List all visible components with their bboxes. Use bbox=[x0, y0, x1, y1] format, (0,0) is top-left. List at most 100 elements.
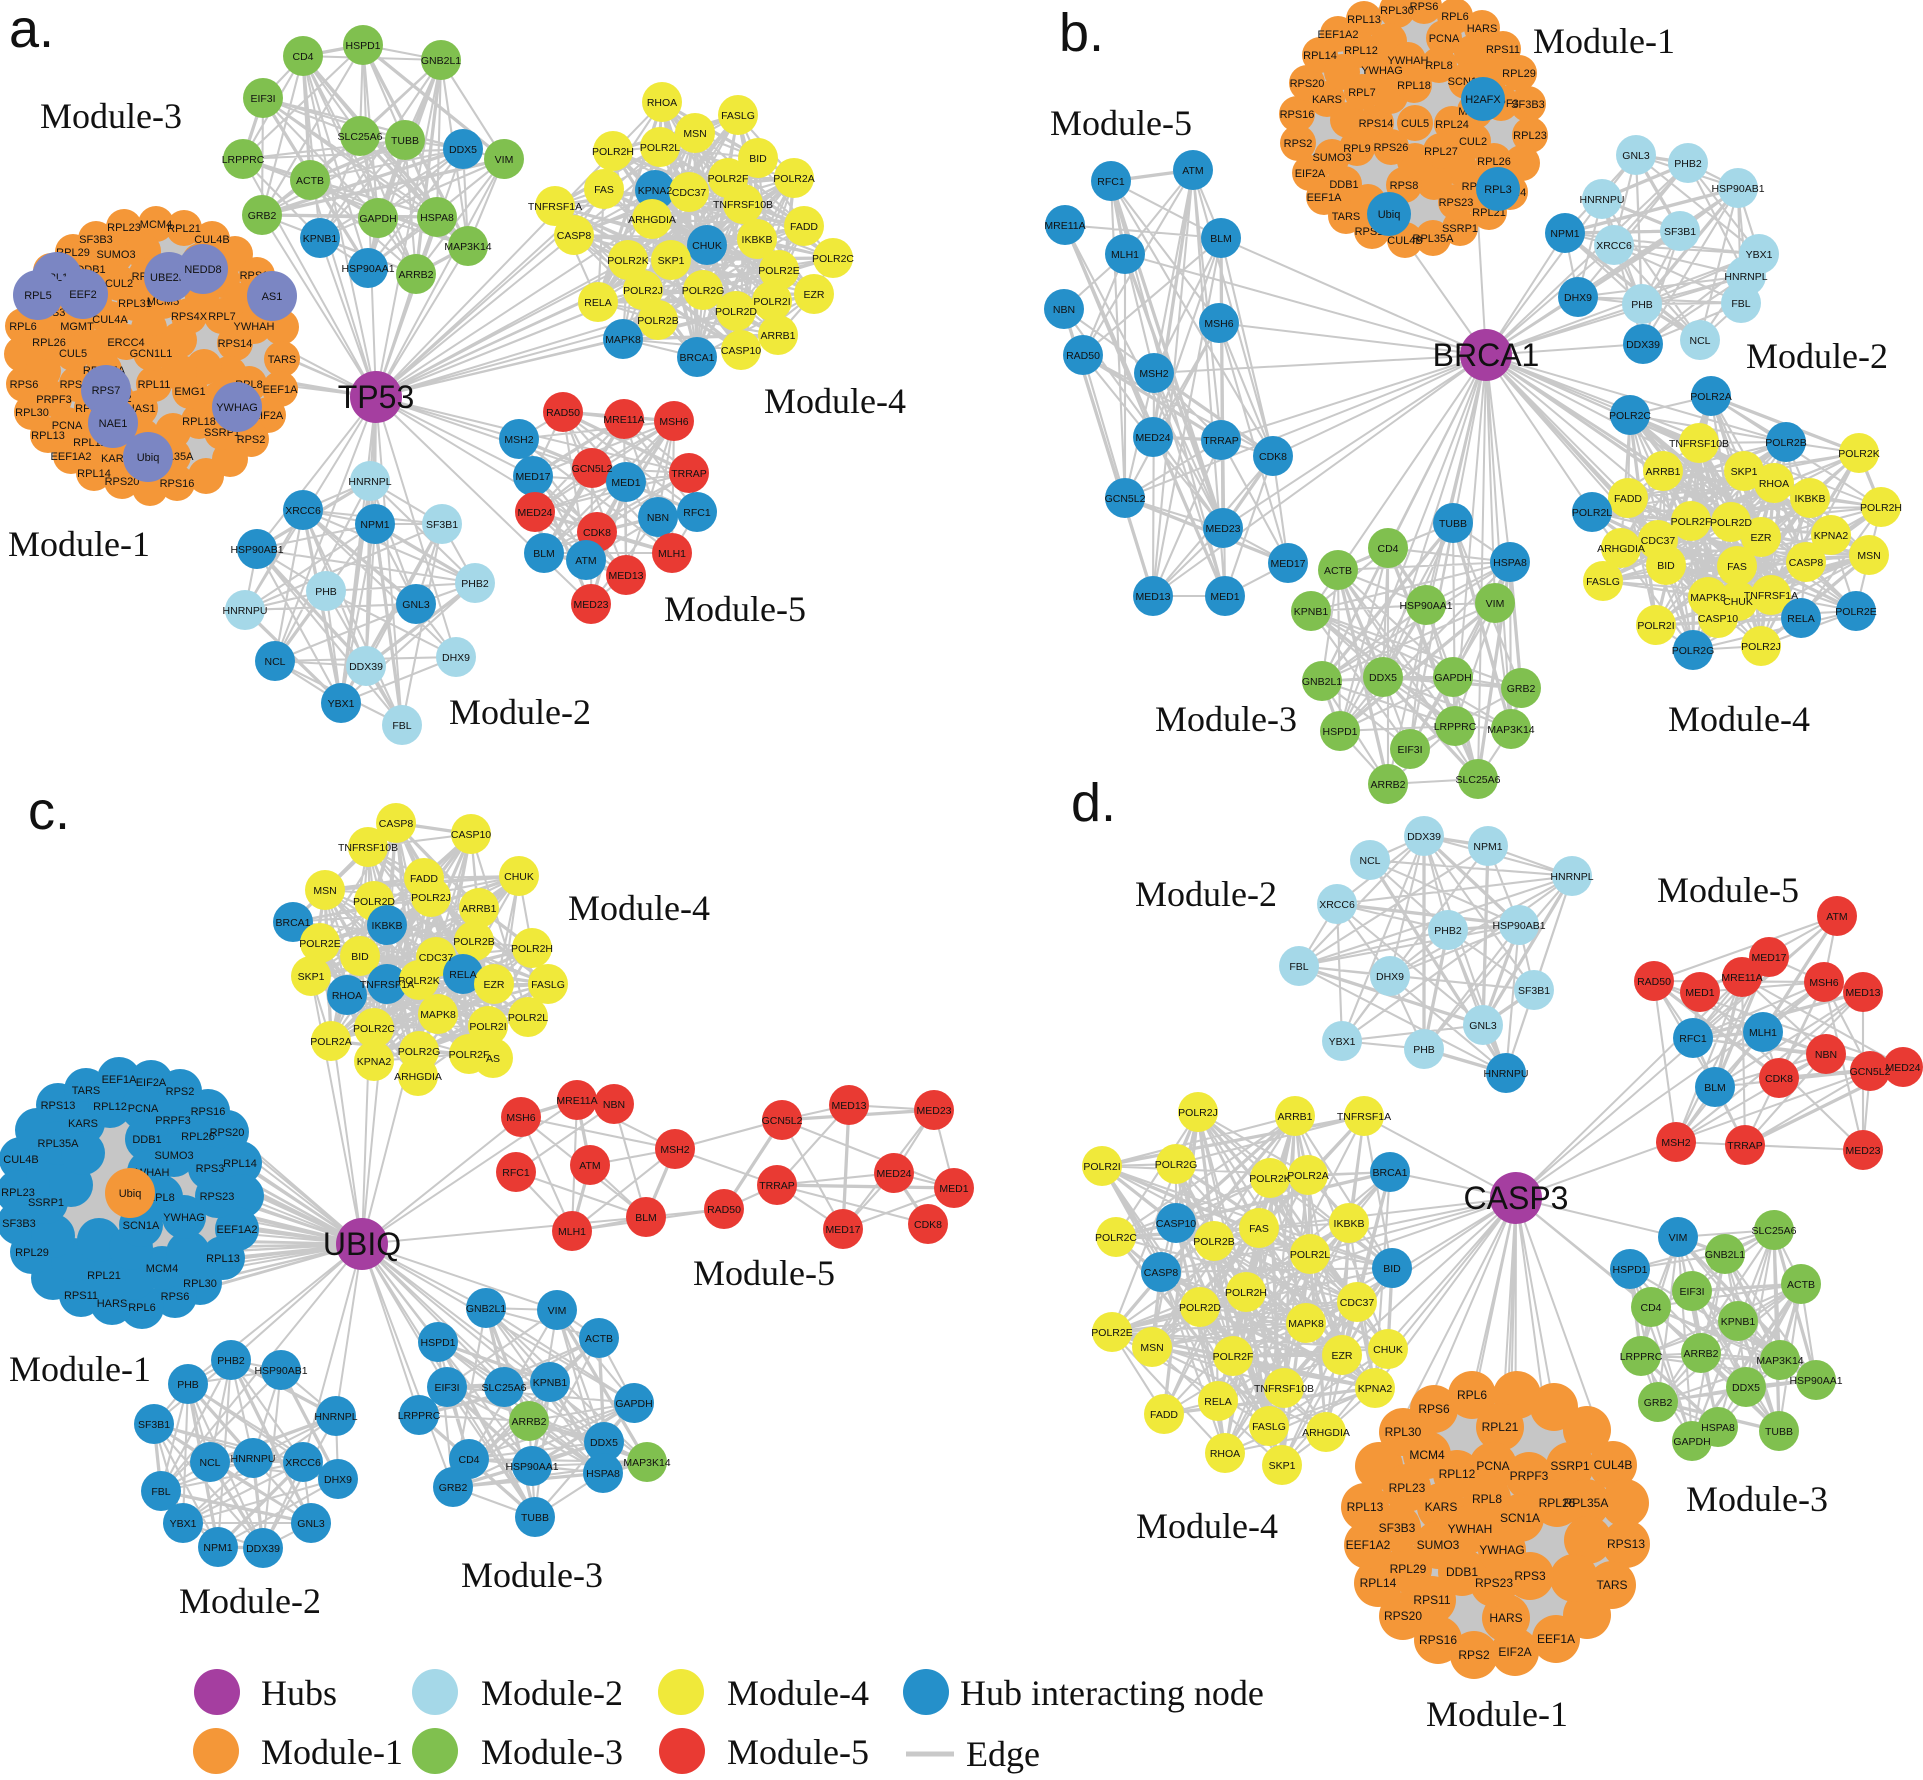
svg-text:UBIQ: UBIQ bbox=[323, 1226, 401, 1262]
svg-text:NAE1: NAE1 bbox=[99, 418, 128, 430]
svg-text:TARS: TARS bbox=[268, 354, 297, 366]
svg-text:RPS3: RPS3 bbox=[1514, 1569, 1546, 1583]
svg-text:Module-2: Module-2 bbox=[481, 1673, 623, 1713]
svg-text:GNB2L1: GNB2L1 bbox=[1705, 1249, 1745, 1261]
svg-text:GAPDH: GAPDH bbox=[1673, 1436, 1710, 1448]
svg-text:HSP90AA1: HSP90AA1 bbox=[505, 1461, 558, 1473]
svg-text:FAS: FAS bbox=[1727, 561, 1747, 573]
svg-text:ARHGDIA: ARHGDIA bbox=[628, 214, 676, 226]
svg-text:MSH6: MSH6 bbox=[506, 1112, 535, 1124]
svg-text:TUBB: TUBB bbox=[521, 1512, 549, 1524]
svg-text:NCL: NCL bbox=[264, 656, 285, 668]
svg-text:DDX39: DDX39 bbox=[1626, 339, 1660, 351]
svg-text:POLR2F: POLR2F bbox=[708, 173, 749, 185]
svg-text:HSPA8: HSPA8 bbox=[586, 1468, 620, 1480]
svg-text:FBL: FBL bbox=[1289, 961, 1308, 973]
svg-text:YBX1: YBX1 bbox=[170, 1518, 197, 1530]
svg-text:ARRB1: ARRB1 bbox=[1645, 466, 1680, 478]
svg-text:HNRNPU: HNRNPU bbox=[231, 1453, 276, 1465]
svg-text:PHB2: PHB2 bbox=[1434, 925, 1462, 937]
svg-text:TRRAP: TRRAP bbox=[759, 1180, 795, 1192]
svg-text:FAS: FAS bbox=[594, 184, 614, 196]
svg-text:SUMO3: SUMO3 bbox=[1312, 152, 1351, 164]
svg-text:LRPPRC: LRPPRC bbox=[222, 154, 265, 166]
svg-text:Module-2: Module-2 bbox=[1746, 336, 1888, 376]
svg-text:EIF3I: EIF3I bbox=[250, 93, 275, 105]
svg-text:GCN5L2: GCN5L2 bbox=[1850, 1066, 1891, 1078]
svg-text:RELA: RELA bbox=[449, 969, 476, 981]
svg-text:LRPPRC: LRPPRC bbox=[1620, 1351, 1663, 1363]
svg-text:RPL6: RPL6 bbox=[1441, 11, 1469, 23]
svg-text:GCN5L2: GCN5L2 bbox=[1105, 493, 1146, 505]
svg-text:RPL8: RPL8 bbox=[1425, 60, 1453, 72]
svg-text:POLR2A: POLR2A bbox=[310, 1036, 351, 1048]
svg-text:RPL7: RPL7 bbox=[208, 311, 236, 323]
svg-text:HARS: HARS bbox=[1467, 23, 1498, 35]
svg-text:Module-3: Module-3 bbox=[40, 96, 182, 136]
svg-text:GNB2L1: GNB2L1 bbox=[421, 55, 461, 67]
svg-text:POLR2L: POLR2L bbox=[1290, 1249, 1330, 1261]
svg-text:BLM: BLM bbox=[635, 1212, 657, 1224]
svg-text:GRB2: GRB2 bbox=[439, 1482, 468, 1494]
svg-text:CUL2: CUL2 bbox=[105, 278, 133, 290]
svg-text:SUMO3: SUMO3 bbox=[1417, 1538, 1460, 1552]
svg-text:FBL: FBL bbox=[1731, 298, 1750, 310]
svg-text:RPS3: RPS3 bbox=[196, 1163, 225, 1175]
svg-text:BRCA1: BRCA1 bbox=[679, 352, 714, 364]
svg-text:MED13: MED13 bbox=[608, 570, 643, 582]
svg-text:TRRAP: TRRAP bbox=[1727, 1140, 1763, 1152]
svg-text:RPL26: RPL26 bbox=[1539, 1496, 1576, 1510]
svg-text:YBX1: YBX1 bbox=[1329, 1036, 1356, 1048]
svg-text:LRPPRC: LRPPRC bbox=[398, 1410, 441, 1422]
svg-text:HSPA8: HSPA8 bbox=[1701, 1422, 1735, 1434]
svg-text:FADD: FADD bbox=[1614, 493, 1642, 505]
svg-text:CD4: CD4 bbox=[1377, 543, 1398, 555]
svg-text:EZR: EZR bbox=[804, 289, 825, 301]
svg-text:POLR2C: POLR2C bbox=[812, 253, 854, 265]
svg-text:POLR2K: POLR2K bbox=[607, 255, 648, 267]
svg-text:EIF3I: EIF3I bbox=[434, 1382, 459, 1394]
svg-text:RPS11: RPS11 bbox=[1486, 44, 1520, 56]
svg-text:PRPF3: PRPF3 bbox=[1510, 1469, 1549, 1483]
svg-text:CDC37: CDC37 bbox=[1340, 1297, 1375, 1309]
svg-text:SF3B3: SF3B3 bbox=[1379, 1521, 1416, 1535]
svg-text:MCM4: MCM4 bbox=[140, 219, 172, 231]
svg-text:YWHAH: YWHAH bbox=[1448, 1522, 1493, 1536]
svg-text:RPS2: RPS2 bbox=[166, 1086, 195, 1098]
svg-text:MRE11A: MRE11A bbox=[1721, 972, 1762, 984]
svg-text:BID: BID bbox=[1383, 1263, 1401, 1275]
svg-text:NPM1: NPM1 bbox=[360, 519, 389, 531]
svg-text:Module-5: Module-5 bbox=[727, 1732, 869, 1772]
svg-text:HSP90AA1: HSP90AA1 bbox=[1399, 600, 1452, 612]
svg-text:RPL26: RPL26 bbox=[32, 337, 66, 349]
svg-text:BLM: BLM bbox=[533, 548, 555, 560]
svg-text:IKBKB: IKBKB bbox=[1334, 1218, 1365, 1230]
svg-text:CUL5: CUL5 bbox=[1401, 118, 1429, 130]
svg-text:RPL18: RPL18 bbox=[1397, 80, 1431, 92]
svg-text:HNRNPL: HNRNPL bbox=[1550, 871, 1593, 883]
svg-text:BID: BID bbox=[351, 951, 369, 963]
svg-text:MSH2: MSH2 bbox=[1661, 1137, 1690, 1149]
svg-text:Module-2: Module-2 bbox=[1135, 874, 1277, 914]
svg-text:MED24: MED24 bbox=[1135, 432, 1170, 444]
svg-text:EEF1A2: EEF1A2 bbox=[51, 451, 92, 463]
svg-text:SUMO3: SUMO3 bbox=[96, 249, 135, 261]
svg-text:SF3B1: SF3B1 bbox=[138, 1419, 170, 1431]
svg-text:RPS13: RPS13 bbox=[41, 1100, 76, 1112]
svg-text:NPM1: NPM1 bbox=[1473, 841, 1502, 853]
svg-text:EEF2: EEF2 bbox=[69, 289, 97, 301]
svg-text:RPS23: RPS23 bbox=[1439, 197, 1474, 209]
svg-text:ARRB2: ARRB2 bbox=[1370, 779, 1405, 791]
svg-text:CASP8: CASP8 bbox=[1789, 557, 1824, 569]
svg-text:NPM1: NPM1 bbox=[203, 1542, 232, 1554]
svg-text:b.: b. bbox=[1059, 3, 1104, 63]
svg-text:HSPD1: HSPD1 bbox=[420, 1337, 455, 1349]
svg-text:CDK8: CDK8 bbox=[914, 1219, 942, 1231]
svg-text:BRCA1: BRCA1 bbox=[1433, 337, 1540, 373]
svg-text:RPS2: RPS2 bbox=[1284, 138, 1313, 150]
svg-text:FADD: FADD bbox=[1150, 1409, 1178, 1421]
svg-text:VIM: VIM bbox=[1486, 598, 1505, 610]
svg-text:EEF1A2: EEF1A2 bbox=[217, 1224, 258, 1236]
svg-text:RPS6: RPS6 bbox=[1418, 1402, 1450, 1416]
svg-text:GAPDH: GAPDH bbox=[615, 1398, 652, 1410]
